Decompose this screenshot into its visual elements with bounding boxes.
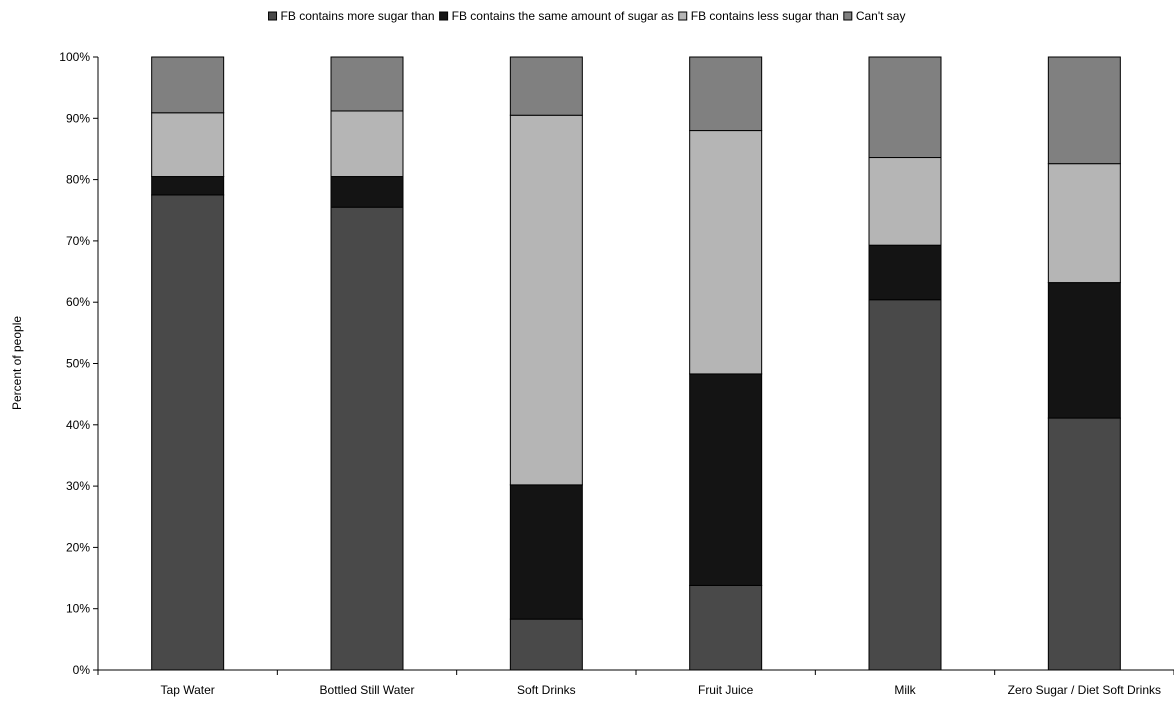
x-tick-label: Zero Sugar / Diet Soft Drinks (1008, 683, 1161, 697)
legend-label: FB contains less sugar than (691, 9, 839, 23)
bar-segment (1047, 417, 1121, 671)
bar-segment (1047, 56, 1121, 165)
legend-label: Can't say (856, 9, 906, 23)
bar-segment (509, 484, 583, 620)
y-tick-label: 20% (66, 540, 90, 554)
bar-segment (151, 194, 225, 671)
y-axis-label: Percent of people (10, 316, 24, 410)
x-tick-label: Fruit Juice (698, 683, 754, 697)
y-tick-label: 10% (66, 602, 90, 616)
x-tick-label: Tap Water (161, 683, 215, 697)
bar-segment (1047, 282, 1121, 419)
bar-segment (151, 56, 225, 114)
bar-segment (509, 56, 583, 116)
y-tick-label: 50% (66, 357, 90, 371)
bar-segment (330, 56, 404, 112)
legend: FB contains more sugar than FB contains t… (268, 9, 906, 23)
bar-segment (151, 112, 225, 178)
bar-segment (868, 157, 942, 246)
bar-segment (330, 110, 404, 178)
bar-segment (868, 56, 942, 159)
x-tick-label: Milk (894, 683, 916, 697)
bars (151, 56, 1121, 671)
y-tick-label: 90% (66, 111, 90, 125)
y-tick-label: 0% (73, 663, 91, 677)
bar-segment (689, 56, 763, 132)
legend-swatch (678, 11, 688, 21)
bar-segment (509, 114, 583, 486)
y-tick-label: 40% (66, 418, 90, 432)
legend-swatch (439, 11, 449, 21)
bar-segment (689, 584, 763, 671)
axes (97, 57, 1174, 675)
y-axis-ticks: 0% 10% 20% 30% 40% 50% 60% 70% 80% 90% 100% (59, 50, 98, 677)
y-tick-label: 80% (66, 173, 90, 187)
bar-segment (868, 299, 942, 671)
x-tick-label: Bottled Still Water (320, 683, 415, 697)
bar-segment (868, 244, 942, 301)
legend-label: FB contains more sugar than (281, 9, 435, 23)
bar-segment (509, 618, 583, 671)
x-tick-label: Soft Drinks (517, 683, 576, 697)
y-tick-label: 60% (66, 295, 90, 309)
legend-swatch (268, 11, 278, 21)
y-tick-label: 30% (66, 479, 90, 493)
bar-segment (330, 176, 404, 208)
bar-segment (689, 373, 763, 586)
bar-segment (1047, 163, 1121, 284)
bar-segment (151, 176, 225, 196)
y-tick-label: 100% (59, 50, 90, 64)
bar-segment (330, 206, 404, 671)
legend-label: FB contains the same amount of sugar as (452, 9, 674, 23)
legend-swatch (843, 11, 853, 21)
x-axis-tick-labels: Tap Water Bottled Still Water Soft Drinks F… (161, 683, 1161, 697)
y-tick-label: 70% (66, 234, 90, 248)
bar-segment (689, 130, 763, 375)
